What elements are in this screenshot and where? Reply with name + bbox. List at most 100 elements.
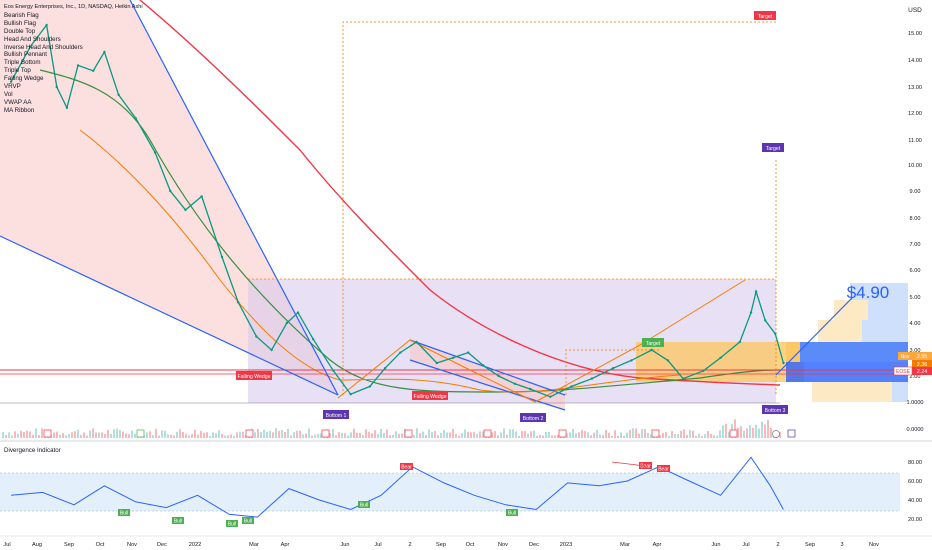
volume-bar bbox=[608, 432, 610, 438]
volume-bar bbox=[644, 429, 646, 438]
volume-bar bbox=[101, 432, 103, 438]
volume-bar bbox=[698, 433, 700, 438]
indicator-item[interactable]: Bullish Pennant bbox=[4, 51, 47, 59]
volume-bar bbox=[86, 435, 88, 438]
price-point bbox=[782, 361, 785, 365]
volume-bar bbox=[338, 432, 340, 438]
volume-bar bbox=[68, 434, 70, 438]
volume-bar bbox=[524, 430, 526, 438]
volume-bar bbox=[296, 430, 298, 438]
indicator-item[interactable]: Triple Bottom bbox=[4, 59, 41, 67]
volume-bar bbox=[320, 433, 322, 438]
bottom-2-label: Bottom 2 bbox=[523, 416, 544, 422]
volume-bar bbox=[32, 434, 34, 438]
volume-bar bbox=[158, 435, 160, 438]
volume-bar bbox=[182, 432, 184, 438]
volume-bar bbox=[125, 433, 127, 438]
indicator-item[interactable]: Double Top bbox=[4, 27, 36, 35]
indicator-item[interactable]: Vol bbox=[4, 90, 13, 98]
bottom-3-label: Bottom 3 bbox=[765, 408, 786, 414]
indicator-item[interactable]: Bearish Flag bbox=[4, 11, 39, 19]
volume-bar bbox=[638, 433, 640, 438]
volume-bar bbox=[611, 435, 613, 438]
volume-bar bbox=[197, 434, 199, 438]
volume-bar bbox=[497, 435, 499, 438]
volume-bar bbox=[383, 432, 385, 438]
level-lines bbox=[0, 369, 900, 404]
time-tick-label: Sep bbox=[64, 542, 74, 548]
volume-bar bbox=[593, 432, 595, 438]
volume-bar bbox=[2, 432, 4, 438]
indicator-item[interactable]: Triple Top bbox=[4, 67, 31, 75]
volume-bar bbox=[494, 431, 496, 438]
volume-bar bbox=[80, 434, 82, 438]
volume-bar bbox=[665, 431, 667, 438]
volume-bar bbox=[350, 432, 352, 438]
volume-bar bbox=[536, 435, 538, 438]
volume-bar bbox=[359, 432, 361, 438]
price-point bbox=[29, 45, 32, 48]
price-point bbox=[630, 359, 633, 362]
volume-bar bbox=[26, 430, 28, 438]
price-point bbox=[666, 359, 670, 362]
volume-bar bbox=[578, 432, 580, 438]
indicator-item[interactable]: Falling Wedge bbox=[4, 75, 44, 83]
indicator-item[interactable]: VRVP bbox=[4, 83, 21, 91]
time-tick-label: 2023 bbox=[560, 542, 572, 548]
volume-bar bbox=[506, 434, 508, 438]
price-point bbox=[184, 208, 187, 212]
time-tick-label: Mar bbox=[620, 542, 630, 548]
price-tag-b: 2.36 bbox=[917, 362, 928, 368]
volume-bar bbox=[680, 430, 682, 438]
price-point bbox=[774, 332, 777, 335]
volume-bar bbox=[770, 427, 772, 438]
volume-bar bbox=[71, 432, 73, 438]
volume-bar bbox=[266, 431, 268, 438]
volume-bar bbox=[392, 434, 394, 438]
indicator-item[interactable]: MA Ribbon bbox=[4, 106, 35, 114]
price-point bbox=[153, 151, 157, 154]
price-tick-label: 14.00 bbox=[908, 58, 922, 64]
time-tick-label: Nov bbox=[869, 542, 879, 548]
volume-bar bbox=[212, 432, 214, 438]
volume-bar bbox=[581, 429, 583, 438]
volume-bar bbox=[254, 432, 256, 438]
volume-bar bbox=[554, 435, 556, 438]
indicator-item[interactable]: VWAP AA bbox=[4, 98, 32, 106]
volume-bar bbox=[476, 434, 478, 438]
volume-bar bbox=[452, 428, 454, 438]
volume-bar bbox=[587, 432, 589, 438]
bull-label-6: Bull bbox=[508, 511, 516, 517]
price-tick-label: 11.00 bbox=[908, 138, 922, 144]
volume-bar bbox=[56, 431, 58, 438]
volume-bar bbox=[545, 432, 547, 438]
last-price-tag: 2.24 bbox=[917, 369, 928, 375]
indicator-item[interactable]: Head And Shoulders bbox=[4, 35, 61, 43]
volume-bar bbox=[530, 431, 532, 438]
price-series-line bbox=[10, 23, 785, 398]
volume-bar bbox=[386, 429, 388, 438]
price-point bbox=[513, 382, 517, 385]
indicator-item[interactable]: Bullish Flag bbox=[4, 19, 36, 27]
target-1-bg bbox=[754, 11, 776, 20]
price-point bbox=[255, 335, 258, 338]
price-point bbox=[415, 340, 418, 344]
indicator-item[interactable]: Inverse Head And Shoulders bbox=[4, 43, 83, 51]
target-1-label: Target bbox=[758, 14, 773, 20]
price-tag-mini: Nov bbox=[901, 354, 910, 360]
volume-bar bbox=[269, 430, 271, 438]
price-point bbox=[482, 364, 485, 367]
volume-bar bbox=[761, 421, 763, 438]
volume-bar bbox=[602, 435, 604, 438]
volume-bar bbox=[575, 433, 577, 438]
volume-bar bbox=[620, 432, 622, 438]
price-point bbox=[117, 93, 120, 97]
volume-bar bbox=[710, 433, 712, 438]
time-tick-label: Apr bbox=[653, 542, 662, 548]
target-3-bg bbox=[642, 338, 664, 347]
volume-bar bbox=[725, 423, 727, 438]
bull-label-5: Bull bbox=[360, 503, 368, 509]
volume-bar bbox=[299, 430, 301, 438]
price-point bbox=[103, 50, 106, 54]
